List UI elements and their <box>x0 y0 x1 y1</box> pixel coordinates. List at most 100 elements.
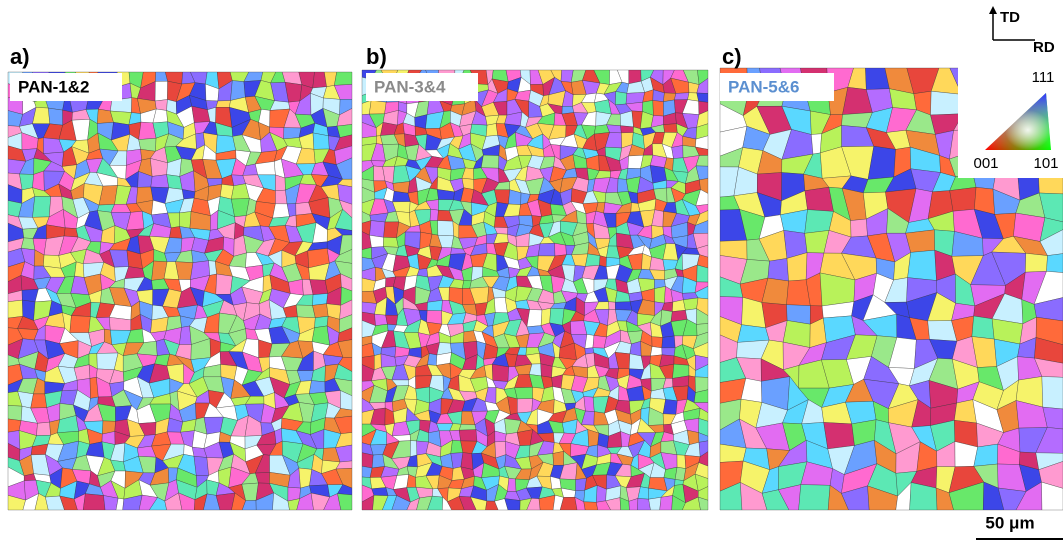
grain <box>486 124 498 137</box>
grain <box>179 326 191 345</box>
grain <box>615 302 632 311</box>
grain <box>375 314 388 326</box>
sample-label: PAN-3&4 <box>374 77 446 96</box>
grain <box>410 441 417 457</box>
grain <box>972 316 994 339</box>
grain <box>664 124 678 133</box>
grain <box>654 286 665 303</box>
grain <box>906 230 935 253</box>
grain <box>430 209 438 221</box>
grain <box>697 265 708 282</box>
grain <box>653 100 664 116</box>
grain <box>21 238 35 250</box>
grain <box>555 243 567 256</box>
grain <box>386 315 398 325</box>
grain <box>609 302 616 310</box>
grain <box>459 430 477 442</box>
grain <box>553 451 564 465</box>
grain <box>538 243 555 256</box>
grain <box>155 81 168 101</box>
grain <box>950 187 976 211</box>
grain <box>663 399 677 414</box>
grain <box>1025 253 1047 272</box>
grain <box>662 336 675 348</box>
grain <box>309 381 325 394</box>
grain <box>768 258 789 281</box>
grain <box>33 196 51 217</box>
grain <box>362 453 373 468</box>
grain <box>384 222 399 238</box>
grain-maps <box>8 68 1063 510</box>
grain <box>683 298 698 310</box>
grain <box>851 219 868 237</box>
grain <box>637 498 650 510</box>
grain <box>427 300 442 311</box>
grain <box>296 305 315 318</box>
grain <box>672 300 685 312</box>
grain <box>370 221 385 238</box>
grain <box>649 497 661 510</box>
grain <box>362 247 372 259</box>
grain <box>75 262 85 278</box>
grain <box>621 126 634 133</box>
grain <box>216 101 231 108</box>
sample-label: PAN-1&2 <box>18 77 89 96</box>
grain <box>908 250 937 280</box>
grain <box>275 190 287 204</box>
grain <box>179 212 191 229</box>
grain <box>288 279 303 295</box>
grain <box>104 496 119 511</box>
panel-letter: c) <box>722 44 742 69</box>
pole-label: 111 <box>1032 69 1055 86</box>
grain <box>672 145 684 158</box>
grain <box>369 100 386 114</box>
legend-box <box>958 0 1063 178</box>
grain <box>550 308 564 325</box>
grain <box>438 221 454 236</box>
grain <box>515 387 533 399</box>
grain <box>651 347 663 357</box>
grain <box>517 399 532 414</box>
grain <box>83 494 105 510</box>
grain <box>370 235 384 247</box>
grain <box>31 394 47 408</box>
grain <box>584 502 598 510</box>
pole-label: 101 <box>1033 155 1058 172</box>
grain <box>273 204 290 218</box>
grain <box>310 280 328 295</box>
grain <box>481 155 499 168</box>
panel-letter: b) <box>366 44 387 69</box>
grain <box>255 161 275 175</box>
grain <box>824 422 855 449</box>
grain <box>677 455 686 469</box>
grain <box>334 72 352 85</box>
grain <box>372 488 388 496</box>
sample-label: PAN-5&6 <box>728 77 799 96</box>
figure: a) PAN-1&2 b) PAN-3&4 c) PAN-5&6 TD RD 1… <box>0 0 1063 542</box>
grain <box>1047 254 1063 273</box>
grain <box>662 348 675 356</box>
grain <box>313 133 329 149</box>
grain <box>615 92 627 105</box>
pole-label: 001 <box>973 155 998 172</box>
grain <box>492 364 509 381</box>
grain <box>599 256 606 267</box>
grain <box>194 456 209 475</box>
grain <box>527 310 542 327</box>
grain <box>372 454 385 468</box>
grain <box>8 405 22 420</box>
grain <box>584 396 594 411</box>
grain <box>652 337 663 348</box>
grain <box>585 254 600 267</box>
grain <box>109 317 131 330</box>
grain <box>507 478 516 491</box>
grain <box>70 316 91 333</box>
grain <box>541 364 553 378</box>
grain <box>974 444 998 466</box>
grain <box>151 175 169 188</box>
grain <box>660 496 673 511</box>
td-label: TD <box>1000 9 1020 26</box>
rd-label: RD <box>1033 39 1055 56</box>
grain <box>20 174 34 190</box>
grain <box>427 311 442 325</box>
